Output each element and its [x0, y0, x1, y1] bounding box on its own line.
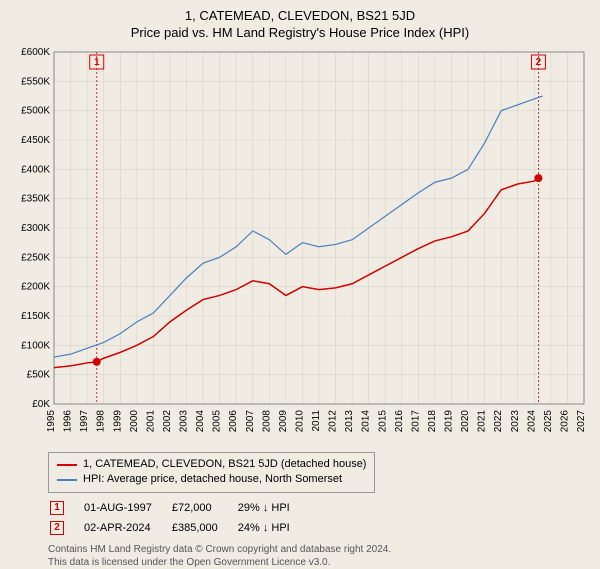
- svg-text:2008: 2008: [261, 410, 272, 433]
- svg-text:2027: 2027: [576, 410, 587, 433]
- svg-text:1995: 1995: [46, 410, 57, 433]
- svg-text:£250K: £250K: [21, 252, 50, 263]
- marker-price: £385,000: [172, 519, 236, 537]
- marker-price: £72,000: [172, 499, 236, 517]
- legend: 1, CATEMEAD, CLEVEDON, BS21 5JD (detache…: [48, 452, 375, 493]
- marker-delta: 24% ↓ HPI: [238, 519, 308, 537]
- svg-text:2024: 2024: [526, 410, 537, 433]
- svg-text:2011: 2011: [311, 410, 322, 432]
- svg-text:2003: 2003: [179, 410, 190, 433]
- svg-text:£400K: £400K: [21, 164, 50, 175]
- svg-text:2026: 2026: [559, 410, 570, 433]
- chart-subtitle: Price paid vs. HM Land Registry's House …: [10, 25, 590, 40]
- svg-text:2007: 2007: [245, 410, 256, 433]
- svg-text:2018: 2018: [427, 410, 438, 433]
- svg-text:2: 2: [536, 57, 542, 68]
- svg-text:2012: 2012: [328, 410, 339, 433]
- footer: Contains HM Land Registry data © Crown c…: [48, 543, 590, 569]
- svg-text:£200K: £200K: [21, 282, 50, 293]
- legend-label-1: 1, CATEMEAD, CLEVEDON, BS21 5JD (detache…: [83, 457, 366, 472]
- svg-text:2020: 2020: [460, 410, 471, 433]
- svg-text:2019: 2019: [444, 410, 455, 433]
- svg-text:2009: 2009: [278, 410, 289, 433]
- marker-row: 1 01-AUG-1997 £72,000 29% ↓ HPI: [50, 499, 308, 517]
- svg-text:2025: 2025: [543, 410, 554, 433]
- svg-text:2001: 2001: [145, 410, 156, 433]
- svg-text:2016: 2016: [394, 410, 405, 433]
- svg-text:£350K: £350K: [21, 194, 50, 205]
- svg-text:2015: 2015: [377, 410, 388, 433]
- legend-item-1: 1, CATEMEAD, CLEVEDON, BS21 5JD (detache…: [57, 457, 366, 472]
- marker-date: 02-APR-2024: [84, 519, 170, 537]
- svg-text:£550K: £550K: [21, 76, 50, 87]
- svg-text:£600K: £600K: [21, 47, 50, 58]
- svg-text:£150K: £150K: [21, 311, 50, 322]
- svg-text:2017: 2017: [410, 410, 421, 433]
- svg-text:£50K: £50K: [27, 370, 51, 381]
- marker-badge: 2: [50, 521, 64, 535]
- svg-text:1999: 1999: [112, 410, 123, 433]
- svg-text:2002: 2002: [162, 410, 173, 433]
- svg-text:2013: 2013: [344, 410, 355, 433]
- svg-text:2023: 2023: [510, 410, 521, 433]
- svg-text:1996: 1996: [63, 410, 74, 433]
- footer-line-1: Contains HM Land Registry data © Crown c…: [48, 543, 590, 556]
- svg-text:2014: 2014: [361, 410, 372, 433]
- svg-text:2021: 2021: [477, 410, 488, 433]
- svg-text:2004: 2004: [195, 410, 206, 433]
- marker-row: 2 02-APR-2024 £385,000 24% ↓ HPI: [50, 519, 308, 537]
- footer-line-2: This data is licensed under the Open Gov…: [48, 556, 590, 569]
- svg-text:£300K: £300K: [21, 223, 50, 234]
- legend-item-2: HPI: Average price, detached house, Nort…: [57, 472, 366, 487]
- svg-text:2000: 2000: [129, 410, 140, 433]
- svg-text:1997: 1997: [79, 410, 90, 433]
- svg-text:1998: 1998: [96, 410, 107, 433]
- svg-text:£450K: £450K: [21, 135, 50, 146]
- chart-title: 1, CATEMEAD, CLEVEDON, BS21 5JD: [10, 8, 590, 23]
- svg-text:£0K: £0K: [32, 399, 50, 410]
- svg-text:2005: 2005: [212, 410, 223, 433]
- marker-date: 01-AUG-1997: [84, 499, 170, 517]
- chart-area: £0K £50K £100K £150K £200K £250K £300K £350K £40…: [10, 46, 590, 446]
- svg-text:1: 1: [94, 57, 100, 68]
- marker-badge: 1: [50, 501, 64, 515]
- svg-text:2006: 2006: [228, 410, 239, 433]
- marker-table: 1 01-AUG-1997 £72,000 29% ↓ HPI 2 02-APR…: [48, 497, 310, 539]
- svg-text:£100K: £100K: [21, 340, 50, 351]
- legend-label-2: HPI: Average price, detached house, Nort…: [83, 472, 342, 487]
- marker-delta: 29% ↓ HPI: [238, 499, 308, 517]
- svg-text:2010: 2010: [294, 410, 305, 433]
- svg-text:2022: 2022: [493, 410, 504, 433]
- svg-text:£500K: £500K: [21, 106, 50, 117]
